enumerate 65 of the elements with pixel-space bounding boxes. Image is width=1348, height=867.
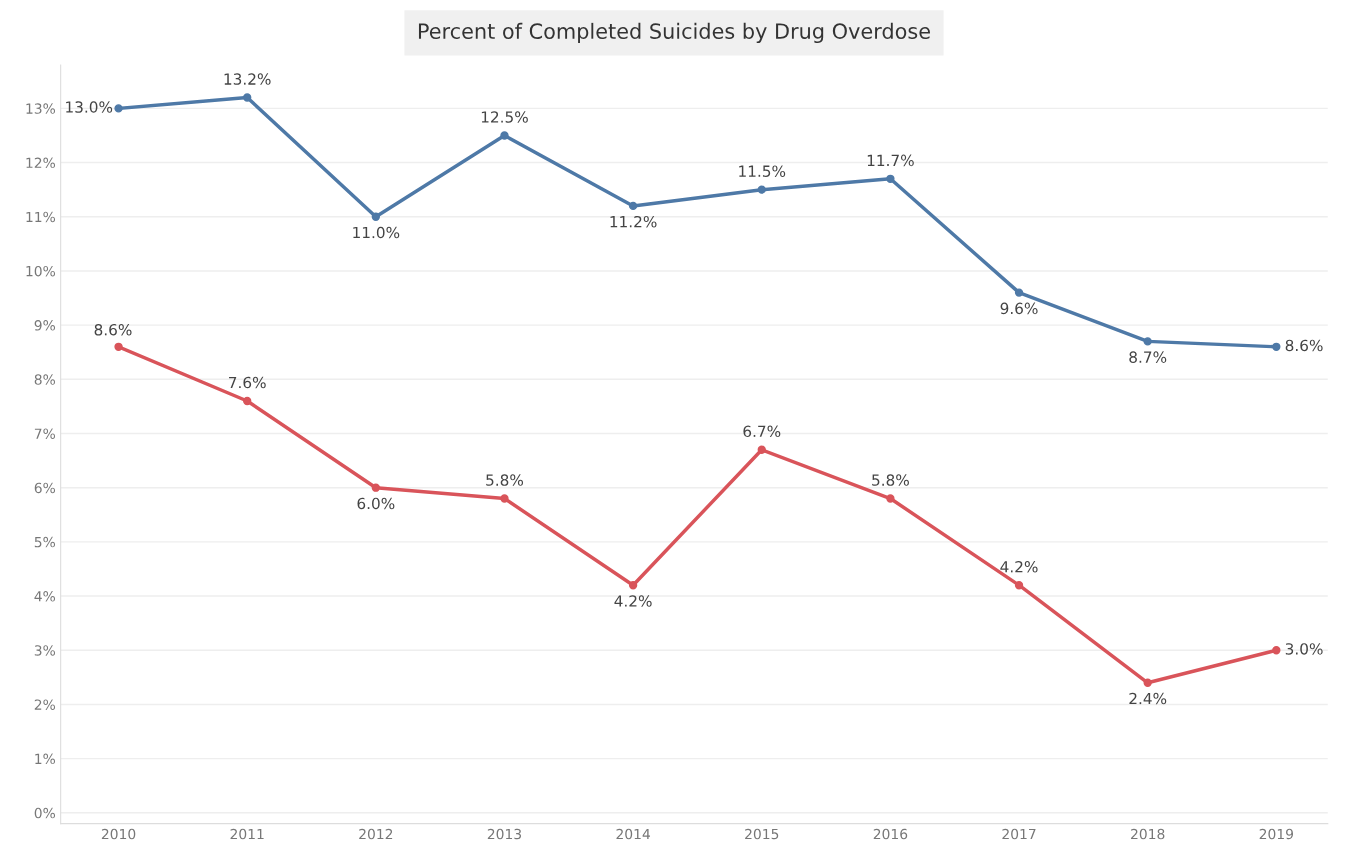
y-tick-label: 10% bbox=[26, 265, 56, 277]
point bbox=[1143, 337, 1152, 346]
point bbox=[628, 201, 638, 211]
data-label: 5.8% bbox=[872, 474, 909, 486]
data-label: 13.0% bbox=[66, 101, 113, 113]
point bbox=[886, 174, 895, 183]
point bbox=[243, 396, 252, 406]
x-tick-label: 2010 bbox=[101, 828, 136, 840]
point bbox=[628, 581, 638, 590]
x-tick-label: 2015 bbox=[745, 828, 779, 840]
point bbox=[757, 185, 766, 194]
data-label: 11.5% bbox=[739, 165, 786, 177]
point bbox=[1014, 288, 1024, 297]
y-tick-label: 9% bbox=[34, 320, 56, 331]
data-label: 9.6% bbox=[1000, 302, 1038, 315]
point bbox=[371, 212, 380, 221]
data-label: 4.2% bbox=[1000, 560, 1038, 573]
y-tick-label: 3% bbox=[34, 645, 56, 656]
x-tick-label: 2013 bbox=[487, 828, 522, 840]
data-label: 6.0% bbox=[357, 497, 395, 510]
point bbox=[1143, 678, 1152, 687]
y-tick-label: 6% bbox=[34, 482, 56, 494]
y-tick-label: 12% bbox=[26, 157, 56, 169]
y-tick-label: 8% bbox=[34, 374, 56, 385]
data-label: 4.2% bbox=[614, 595, 652, 607]
point bbox=[1272, 646, 1281, 655]
data-label: 2.4% bbox=[1129, 692, 1167, 705]
point bbox=[500, 494, 509, 503]
x-tick-label: 2018 bbox=[1131, 828, 1165, 840]
point bbox=[243, 93, 252, 102]
point bbox=[114, 342, 123, 351]
y-tick-label: 0% bbox=[34, 807, 56, 819]
point bbox=[757, 445, 766, 454]
point bbox=[886, 494, 895, 503]
data-label: 3.0% bbox=[1285, 643, 1323, 655]
data-label: 6.7% bbox=[743, 425, 781, 438]
data-label: 7.6% bbox=[229, 376, 266, 389]
x-tick-label: 2011 bbox=[230, 828, 264, 840]
y-tick-label: 13% bbox=[26, 103, 56, 114]
point bbox=[1272, 342, 1281, 351]
data-label: 5.8% bbox=[486, 474, 524, 486]
point bbox=[371, 483, 380, 492]
x-tick-label: 2016 bbox=[873, 828, 908, 840]
data-label: 8.7% bbox=[1129, 351, 1167, 363]
y-tick-label: 7% bbox=[34, 428, 56, 439]
x-tick-label: 2019 bbox=[1259, 828, 1294, 840]
y-tick-label: 11% bbox=[26, 211, 56, 223]
data-label: 11.2% bbox=[610, 215, 657, 228]
y-tick-label: 5% bbox=[34, 536, 56, 548]
y-tick-label: 4% bbox=[34, 591, 56, 602]
data-label: 12.5% bbox=[481, 111, 528, 123]
point bbox=[500, 131, 509, 140]
y-tick-label: 1% bbox=[35, 753, 56, 765]
data-label: 8.6% bbox=[94, 323, 132, 336]
y-tick-label: 2% bbox=[34, 699, 56, 710]
point bbox=[1014, 581, 1024, 590]
chart-title: Percent of Completed Suicides by Drug Overdose bbox=[418, 22, 930, 44]
point bbox=[114, 104, 123, 113]
x-tick-label: 2017 bbox=[1002, 828, 1036, 840]
data-label: 8.6% bbox=[1285, 339, 1323, 352]
data-label: 11.0% bbox=[353, 226, 400, 239]
data-label: 11.7% bbox=[867, 154, 914, 167]
x-tick-label: 2012 bbox=[359, 828, 393, 840]
data-label: 13.2% bbox=[224, 73, 271, 85]
x-tick-label: 2014 bbox=[616, 828, 651, 840]
